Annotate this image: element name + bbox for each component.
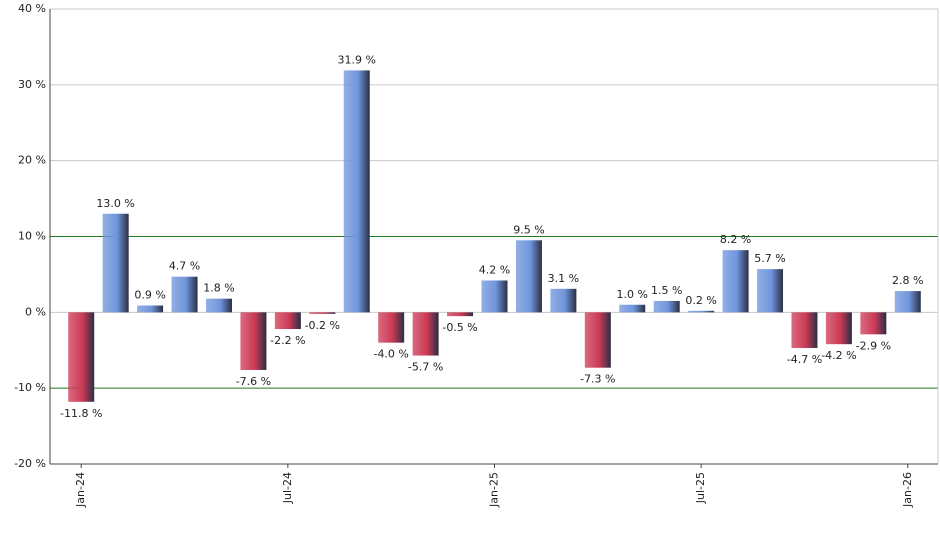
data-label: 9.5 % <box>513 223 544 236</box>
bar <box>791 312 818 348</box>
data-label: 4.7 % <box>169 260 200 273</box>
y-tick-label: -20 % <box>14 457 46 470</box>
data-label: -4.0 % <box>373 348 408 361</box>
data-label: 1.0 % <box>617 288 648 301</box>
x-tick-label: Jan-24 <box>74 472 87 508</box>
bar <box>653 300 680 313</box>
x-tick-label: Jan-26 <box>901 472 914 508</box>
data-label: 3.1 % <box>548 272 579 285</box>
data-label: -5.7 % <box>408 361 443 374</box>
data-label: -2.2 % <box>270 334 305 347</box>
bar <box>102 213 129 313</box>
bar <box>757 269 784 313</box>
y-tick-label: 30 % <box>18 78 46 91</box>
y-tick-label: 0 % <box>25 305 46 318</box>
data-label: -4.2 % <box>821 349 856 362</box>
data-label: -2.9 % <box>856 339 891 352</box>
y-tick-label: -10 % <box>14 381 46 394</box>
bar <box>343 70 370 313</box>
data-label: -0.2 % <box>305 319 340 332</box>
bar <box>722 250 749 313</box>
bar <box>825 312 852 345</box>
bar <box>378 312 405 343</box>
bar <box>309 312 336 314</box>
data-label: 0.2 % <box>685 294 716 307</box>
data-label: 13.0 % <box>96 197 134 210</box>
data-label: -7.3 % <box>580 373 615 386</box>
data-label: -11.8 % <box>60 407 102 420</box>
bar <box>619 304 646 313</box>
bar <box>240 312 267 370</box>
x-tick-label: Jul-25 <box>694 472 707 504</box>
data-label: 31.9 % <box>338 53 376 66</box>
bar <box>515 240 542 313</box>
bar <box>68 312 95 402</box>
data-label: 2.8 % <box>892 274 923 287</box>
data-label: 1.8 % <box>203 282 234 295</box>
data-label: 4.2 % <box>479 263 510 276</box>
y-tick-label: 20 % <box>18 154 46 167</box>
bar <box>860 312 887 335</box>
bar <box>481 280 508 313</box>
data-label: -0.5 % <box>442 321 477 334</box>
data-label: -7.6 % <box>236 375 271 388</box>
bar <box>447 312 474 317</box>
x-tick-label: Jul-24 <box>281 472 294 504</box>
bar <box>412 312 439 356</box>
data-label: 1.5 % <box>651 284 682 297</box>
x-tick-label: Jan-25 <box>488 472 501 508</box>
y-tick-label: 10 % <box>18 230 46 243</box>
data-label: -4.7 % <box>787 353 822 366</box>
bar <box>688 310 715 313</box>
bar <box>137 305 164 313</box>
bar <box>550 288 577 313</box>
y-tick-label: 40 % <box>18 2 46 15</box>
bar <box>171 276 198 313</box>
data-label: 5.7 % <box>754 252 785 265</box>
bar <box>274 312 301 330</box>
bar <box>584 312 611 368</box>
data-label: 8.2 % <box>720 233 751 246</box>
bar <box>894 291 921 313</box>
bar <box>205 298 232 313</box>
data-label: 0.9 % <box>134 289 165 302</box>
